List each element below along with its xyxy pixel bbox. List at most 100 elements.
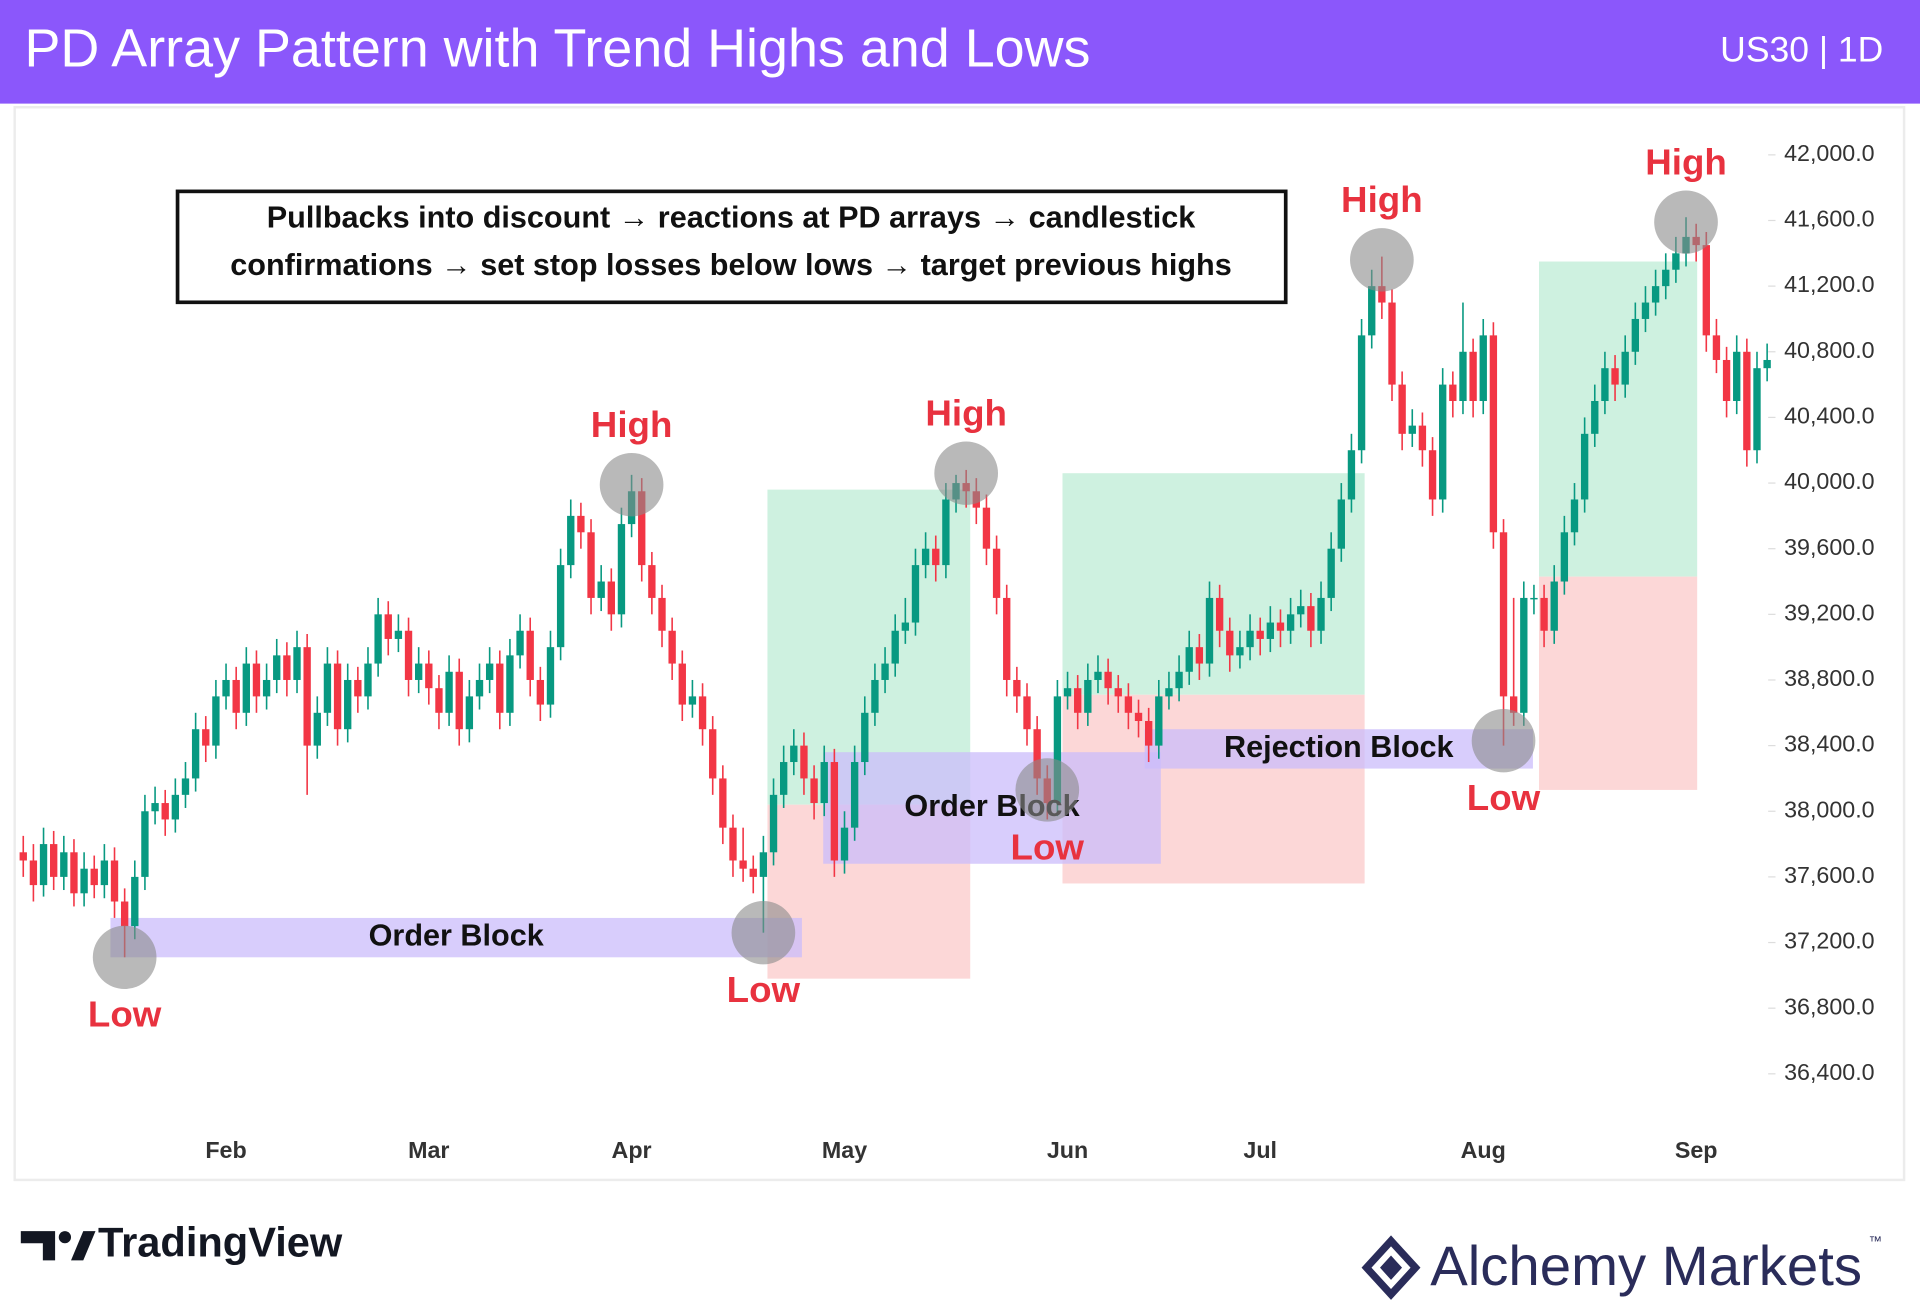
candle-body: [1560, 532, 1569, 582]
swing-marker: [1015, 758, 1080, 822]
candle-body: [1307, 606, 1315, 631]
candle-body: [1631, 318, 1640, 352]
candle-body: [1672, 253, 1680, 270]
candle-body: [1428, 450, 1437, 500]
candle-body: [597, 581, 605, 598]
candle-body: [100, 860, 109, 886]
candle-body: [161, 803, 169, 820]
candle-body: [658, 597, 666, 631]
candle-body: [1763, 359, 1771, 369]
candle-body: [780, 762, 788, 795]
candle-body: [80, 868, 88, 894]
candle-body: [1591, 401, 1599, 434]
candle-body: [1449, 384, 1457, 402]
candle-body: [698, 696, 707, 730]
swing-label: Low: [88, 994, 162, 1035]
candle-body: [911, 565, 920, 623]
candle-body: [181, 778, 190, 795]
candle-body: [1520, 597, 1528, 713]
candle-body: [1317, 597, 1325, 631]
candle-body: [496, 663, 504, 713]
candle-body: [1601, 368, 1609, 402]
candle-body: [1530, 597, 1538, 600]
candle-body: [1124, 696, 1133, 713]
candle-body: [749, 868, 757, 877]
candle-body: [729, 827, 737, 861]
candle-body: [587, 532, 595, 598]
y-tick-label: 36,400.0: [1784, 1059, 1875, 1085]
candle-body: [921, 548, 930, 566]
swing-marker: [1350, 228, 1414, 292]
chart-title: PD Array Pattern with Trend Highs and Lo…: [24, 19, 1090, 79]
candle-body: [506, 655, 514, 713]
candle-body: [1753, 368, 1761, 451]
candle-body: [526, 630, 534, 680]
candle-body: [567, 515, 575, 566]
candle-body: [881, 663, 889, 680]
candle-body: [1641, 302, 1650, 319]
candle-body: [425, 663, 433, 689]
candle-body: [19, 852, 27, 861]
y-tick-label: 39,200.0: [1784, 599, 1875, 625]
candle-body: [39, 844, 48, 886]
swing-label: High: [591, 404, 673, 445]
chart-subtitle: US30 | 1D: [1720, 30, 1883, 70]
header-bar: [0, 0, 1920, 104]
candle-body: [617, 524, 626, 615]
candle-body: [1479, 335, 1487, 402]
candle-body: [465, 696, 474, 730]
candle-body: [1662, 269, 1670, 287]
candle-body: [739, 860, 747, 869]
candle-body: [1733, 351, 1741, 402]
y-tick-label: 37,600.0: [1784, 862, 1875, 888]
candle-body: [435, 688, 443, 713]
candle-body: [485, 663, 494, 680]
swing-label: Low: [727, 969, 801, 1010]
y-tick-label: 41,200.0: [1784, 271, 1875, 297]
x-tick-label: Jul: [1243, 1137, 1277, 1163]
candle-body: [344, 679, 352, 730]
x-tick-label: Aug: [1461, 1137, 1506, 1163]
candle-body: [769, 794, 778, 853]
candle-body: [556, 565, 565, 648]
candle-body: [1398, 384, 1406, 434]
x-tick-label: Sep: [1675, 1137, 1718, 1163]
candle-body: [141, 811, 149, 877]
trademark: ™: [1869, 1234, 1882, 1249]
zone: [1144, 729, 1533, 769]
candle-body: [810, 778, 818, 804]
candle-body: [151, 803, 159, 812]
candle-body: [222, 679, 230, 697]
swing-marker: [1471, 709, 1536, 773]
candle-body: [1246, 630, 1254, 648]
y-tick-label: 37,200.0: [1784, 928, 1875, 954]
y-tick-label: 38,000.0: [1784, 796, 1875, 822]
candle-body: [303, 647, 311, 746]
x-tick-label: May: [822, 1137, 867, 1163]
candle-body: [719, 778, 727, 828]
swing-label: High: [1341, 179, 1423, 220]
candle-body: [171, 794, 180, 820]
candle-body: [50, 844, 58, 877]
candle-body: [191, 729, 200, 779]
candle-body: [1155, 696, 1163, 746]
candle-body: [1489, 335, 1498, 533]
candle-body: [1185, 647, 1193, 672]
candle-body: [607, 581, 615, 615]
candle-body: [354, 679, 362, 697]
candle-body: [1175, 671, 1183, 689]
candle-body: [1033, 729, 1041, 779]
note-box: [175, 189, 1288, 305]
swing-marker: [731, 901, 796, 965]
candle-body: [120, 901, 129, 927]
zone: [1539, 576, 1698, 790]
candle-body: [202, 729, 210, 746]
candle-body: [1621, 351, 1629, 385]
candle-body: [232, 679, 240, 713]
candle-body: [992, 548, 1001, 598]
candle-body: [1276, 622, 1285, 631]
candle-body: [1702, 245, 1710, 336]
candle-body: [982, 507, 991, 549]
